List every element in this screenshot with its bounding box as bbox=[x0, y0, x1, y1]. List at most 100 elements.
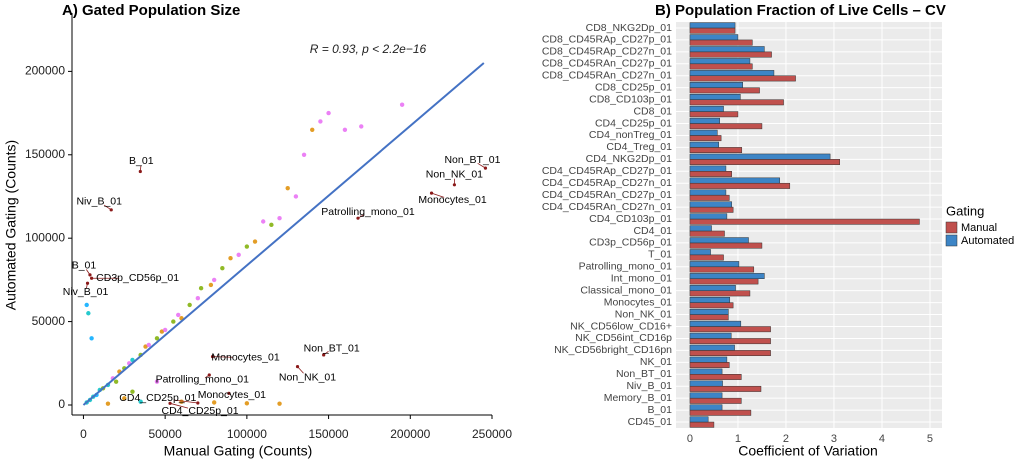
bar bbox=[689, 82, 743, 88]
point bbox=[252, 239, 258, 244]
bar bbox=[689, 416, 709, 423]
x-axis-label: Coefficient of Variation bbox=[738, 443, 878, 459]
y-tick-label: CD8_CD45RAn_CD27n_01 bbox=[542, 70, 672, 82]
bar bbox=[689, 182, 791, 189]
bar bbox=[689, 46, 765, 53]
y-tick-label: Niv_B_01 bbox=[626, 380, 672, 392]
leader-line bbox=[173, 399, 198, 404]
point bbox=[176, 312, 181, 318]
bar bbox=[689, 129, 718, 136]
bar bbox=[689, 70, 775, 76]
bar bbox=[689, 380, 723, 387]
y-tick-label: Int_mono_01 bbox=[611, 273, 672, 285]
y-tick-label: CD8_CD25p_01 bbox=[595, 81, 672, 93]
y-tick-label: Memory_B_01 bbox=[604, 392, 672, 404]
leader-line bbox=[228, 392, 231, 395]
bar bbox=[689, 189, 727, 196]
x-tick-label: 2 bbox=[783, 433, 789, 445]
y-tick-label: CD8_CD45RAp_CD27n_01 bbox=[542, 46, 672, 58]
leader-line bbox=[477, 162, 486, 169]
bar bbox=[689, 344, 735, 351]
leader-line bbox=[297, 366, 304, 374]
bar bbox=[689, 87, 760, 94]
x-tick-label: 1 bbox=[735, 433, 741, 445]
bar bbox=[689, 362, 730, 368]
y-tick-label: CD4_CD103p_01 bbox=[589, 213, 672, 225]
chart-title: B) Population Fraction of Live Cells – C… bbox=[655, 2, 946, 19]
point bbox=[211, 400, 217, 405]
y-tick-label: CD8_CD45RAp_CD27p_01 bbox=[542, 34, 672, 46]
y-tick-label: CD8_CD103p_01 bbox=[589, 93, 672, 105]
point-label: Monocytes_01 bbox=[198, 389, 266, 401]
chart-title: A) Gated Population Size bbox=[62, 2, 240, 19]
y-tick-label: 100000 bbox=[25, 230, 65, 244]
x-tick-label: 150000 bbox=[309, 427, 349, 441]
point bbox=[228, 256, 233, 261]
bar bbox=[689, 177, 780, 184]
bar bbox=[689, 141, 719, 148]
bar bbox=[689, 230, 725, 237]
y-tick-label: NK_01 bbox=[640, 356, 672, 368]
bar bbox=[689, 338, 771, 345]
point bbox=[318, 119, 323, 124]
y-tick-label: CD8_01 bbox=[633, 105, 672, 117]
point bbox=[211, 277, 217, 283]
bar bbox=[689, 409, 752, 416]
y-tick-label: CD45_01 bbox=[628, 416, 673, 428]
x-tick-label: 200000 bbox=[390, 427, 430, 441]
bar bbox=[689, 58, 751, 65]
bar bbox=[689, 22, 736, 29]
y-tick-label: CD4_CD45RAp_CD27n_01 bbox=[542, 177, 672, 189]
point-label: Monocytes_01 bbox=[418, 194, 486, 206]
point bbox=[105, 401, 111, 406]
point bbox=[171, 319, 176, 324]
bar bbox=[689, 111, 739, 118]
bar bbox=[689, 290, 751, 297]
leader-line bbox=[85, 283, 88, 289]
bar bbox=[689, 285, 736, 291]
y-tick-label: Non_NK_01 bbox=[615, 308, 672, 320]
legend-label: Manual bbox=[961, 222, 997, 234]
point-label: Non_NK_01 bbox=[279, 371, 336, 383]
point-label: CD4_CD25p_01 bbox=[162, 405, 239, 417]
bar bbox=[689, 93, 741, 100]
point-label: Non_BT_01 bbox=[304, 343, 360, 355]
point bbox=[84, 302, 89, 308]
bar bbox=[689, 326, 771, 333]
y-tick-label: NK_CD56int_CD16p bbox=[575, 332, 672, 344]
bar bbox=[689, 266, 755, 273]
leader-line bbox=[204, 374, 210, 379]
bar bbox=[689, 242, 763, 249]
x-tick-label: 0 bbox=[80, 427, 87, 441]
leader-line bbox=[212, 356, 233, 358]
point bbox=[285, 185, 290, 191]
bar bbox=[689, 206, 734, 213]
point bbox=[326, 110, 331, 116]
y-tick-label: CD4_nonTreg_01 bbox=[589, 129, 672, 141]
bar bbox=[689, 296, 731, 303]
fit-line bbox=[82, 62, 485, 406]
bar bbox=[689, 332, 732, 339]
bar bbox=[689, 159, 840, 165]
bar bbox=[689, 218, 920, 225]
point bbox=[293, 194, 299, 199]
point-label: Niv_B_01 bbox=[63, 286, 109, 298]
point bbox=[301, 152, 307, 157]
bar bbox=[689, 171, 732, 177]
point bbox=[310, 127, 315, 132]
y-tick-label: Monocytes_01 bbox=[604, 296, 672, 308]
bar bbox=[689, 39, 753, 46]
bar bbox=[689, 314, 729, 321]
point bbox=[244, 244, 250, 249]
bar bbox=[689, 213, 728, 220]
leader-line bbox=[86, 269, 91, 276]
y-tick-label: CD4_CD45RAn_CD27n_01 bbox=[542, 201, 672, 213]
x-tick-label: 5 bbox=[927, 433, 933, 445]
bar bbox=[689, 105, 724, 112]
y-tick-label: CD4_CD45RAn_CD27p_01 bbox=[542, 189, 672, 201]
bar bbox=[689, 278, 759, 285]
x-tick-label: 0 bbox=[687, 433, 693, 445]
bar bbox=[689, 261, 740, 268]
point bbox=[261, 219, 266, 224]
